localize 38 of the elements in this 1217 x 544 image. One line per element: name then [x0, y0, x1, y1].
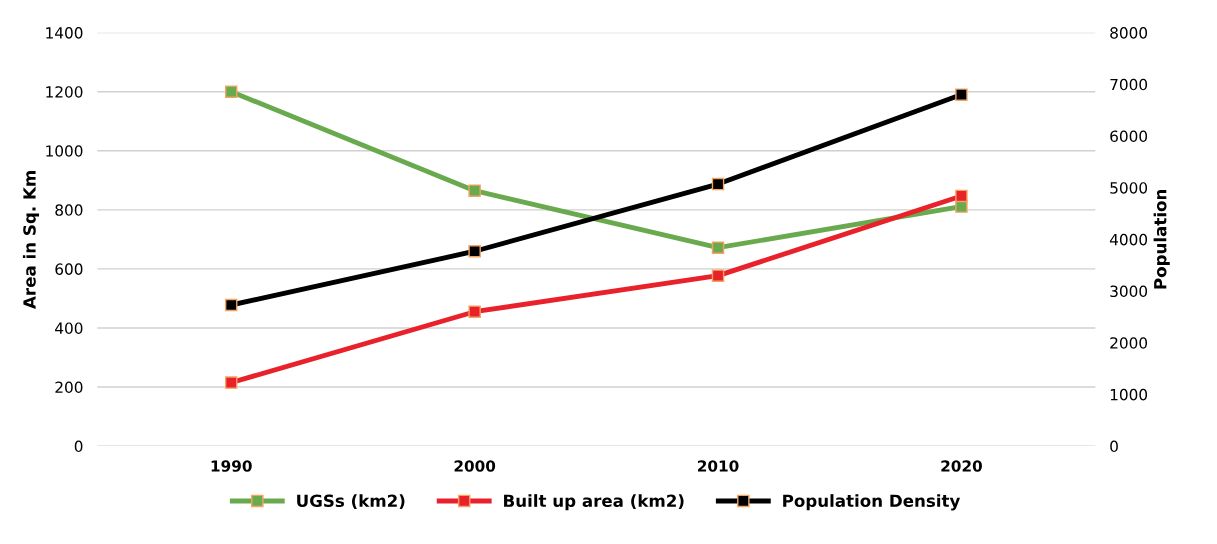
x-tick-label: 2000	[454, 460, 496, 472]
y-tick-label: 1200	[46, 86, 83, 98]
legend-label: UGSs (km2)	[297, 494, 405, 510]
x-tick-label: 2010	[697, 460, 739, 472]
point	[955, 189, 968, 203]
point	[711, 177, 725, 191]
point	[224, 376, 238, 389]
y2-tick-label: 5000	[1110, 182, 1148, 194]
y-tick-label: 1000	[46, 145, 83, 157]
y-tick-label: 800	[55, 204, 83, 216]
y2-tick-label: 7000	[1110, 78, 1148, 91]
y-tick-label: 1400	[46, 27, 83, 39]
y-tick-label: 0	[74, 440, 83, 453]
point	[711, 269, 725, 282]
point	[955, 88, 968, 101]
legend-label: Population Density	[783, 494, 961, 511]
point	[711, 241, 725, 254]
y-tick-label: 600	[55, 263, 83, 275]
y2-tick-label: 6000	[1110, 130, 1148, 143]
x-tick-label: 2020	[941, 460, 982, 472]
point	[955, 200, 968, 213]
point	[224, 298, 238, 312]
y2-tick-label: 4000	[1109, 233, 1148, 246]
y2-tick-label: 1000	[1110, 388, 1148, 401]
point	[224, 85, 238, 98]
y2-axis-title: Population	[1153, 189, 1170, 289]
point	[468, 244, 481, 258]
legend-label: Built up area (km2)	[504, 494, 684, 511]
y2-tick-label: 0	[1110, 440, 1118, 453]
y2-tick-label: 2000	[1110, 337, 1148, 349]
y-axis-title: Area in Sq. Km	[22, 171, 40, 309]
y-tick-label: 200	[55, 381, 83, 394]
x-tick-label: 1990	[211, 460, 252, 472]
y2-tick-label: 8000	[1110, 27, 1148, 39]
point	[468, 305, 481, 318]
y2-tick-label: 3000	[1110, 285, 1148, 298]
y-tick-label: 400	[55, 322, 83, 334]
point	[468, 184, 481, 197]
